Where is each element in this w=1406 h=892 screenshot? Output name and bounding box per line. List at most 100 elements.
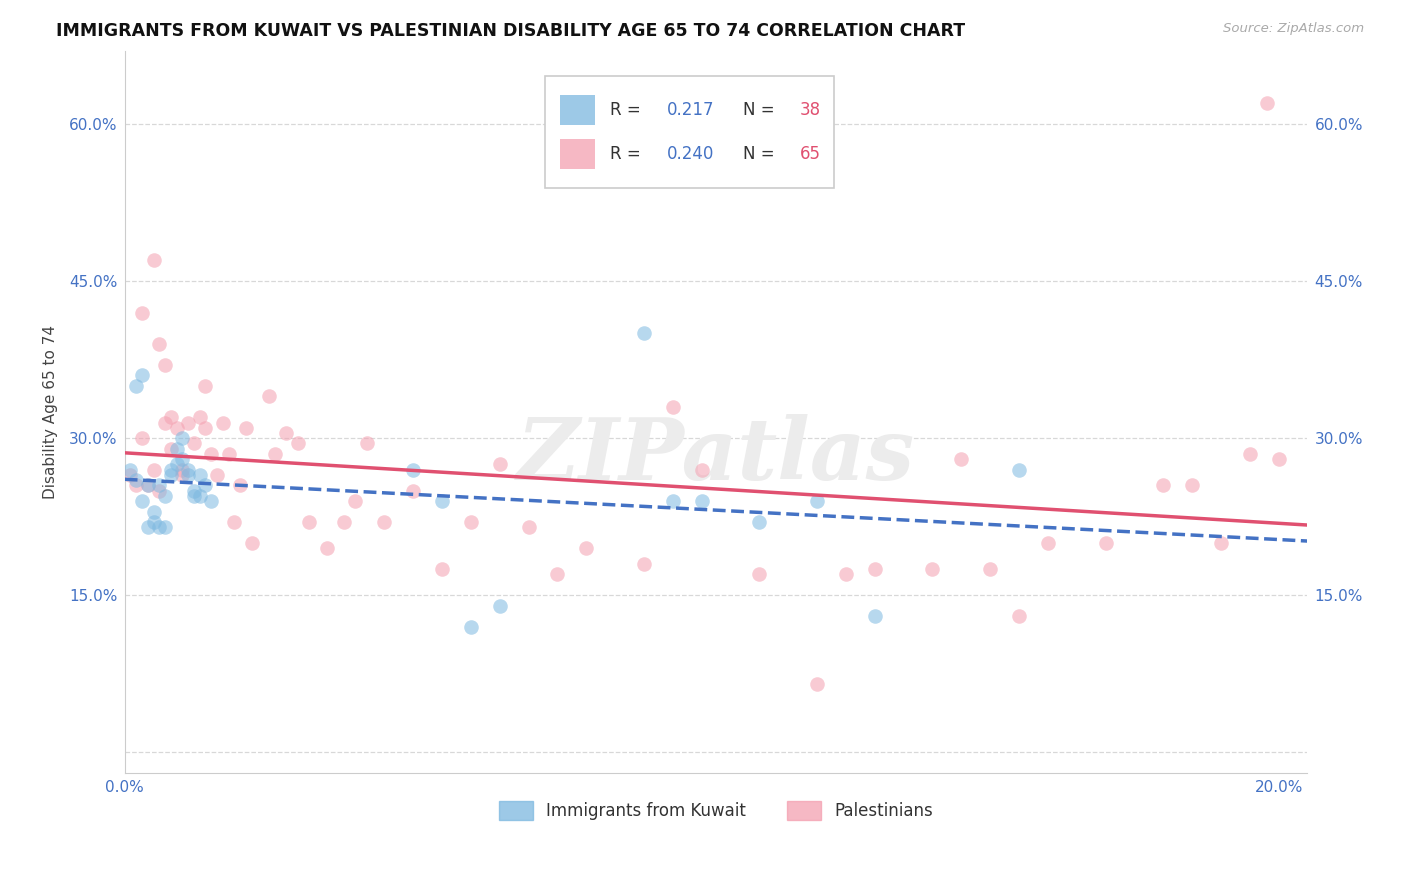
Point — [148, 520, 170, 534]
Text: 65: 65 — [800, 145, 821, 163]
Point — [160, 410, 183, 425]
Point — [662, 400, 685, 414]
Text: R =: R = — [610, 101, 645, 119]
Point — [1008, 463, 1031, 477]
Point — [205, 467, 228, 482]
Point — [224, 515, 246, 529]
Point — [460, 620, 482, 634]
Point — [690, 494, 713, 508]
Point — [131, 368, 153, 383]
Point — [211, 416, 233, 430]
Point — [218, 447, 240, 461]
Point — [131, 305, 153, 319]
Point — [153, 358, 176, 372]
Point — [1008, 609, 1031, 624]
Point — [662, 494, 685, 508]
Point — [194, 421, 217, 435]
Point — [136, 478, 159, 492]
Text: IMMIGRANTS FROM KUWAIT VS PALESTINIAN DISABILITY AGE 65 TO 74 CORRELATION CHART: IMMIGRANTS FROM KUWAIT VS PALESTINIAN DI… — [56, 22, 966, 40]
Point — [125, 478, 148, 492]
Point — [120, 467, 142, 482]
Point — [131, 431, 153, 445]
Point — [356, 436, 378, 450]
Point — [142, 463, 165, 477]
Point — [430, 562, 453, 576]
Point — [921, 562, 943, 576]
Point — [188, 410, 211, 425]
Point — [806, 494, 828, 508]
Point — [460, 515, 482, 529]
Point — [1239, 447, 1261, 461]
Text: 0.240: 0.240 — [666, 145, 714, 163]
Point — [263, 447, 285, 461]
Point — [235, 421, 257, 435]
Point — [315, 541, 337, 556]
Point — [517, 520, 540, 534]
Point — [344, 494, 367, 508]
Legend: Immigrants from Kuwait, Palestinians: Immigrants from Kuwait, Palestinians — [492, 794, 939, 827]
Point — [166, 442, 188, 456]
Point — [748, 515, 770, 529]
Point — [183, 489, 205, 503]
Point — [488, 458, 510, 472]
Point — [1209, 536, 1232, 550]
Point — [229, 478, 252, 492]
Point — [177, 416, 200, 430]
Point — [488, 599, 510, 613]
Point — [402, 463, 425, 477]
Point — [120, 463, 142, 477]
Point — [835, 567, 858, 582]
Point — [172, 431, 194, 445]
Point — [183, 483, 205, 498]
Text: R =: R = — [610, 145, 645, 163]
Point — [153, 416, 176, 430]
Point — [148, 337, 170, 351]
FancyBboxPatch shape — [544, 76, 834, 188]
Text: 38: 38 — [800, 101, 821, 119]
Point — [142, 515, 165, 529]
Point — [172, 463, 194, 477]
Point — [166, 421, 188, 435]
Point — [979, 562, 1001, 576]
Point — [160, 442, 183, 456]
Point — [575, 541, 598, 556]
Point — [1094, 536, 1116, 550]
Point — [748, 567, 770, 582]
Point — [153, 489, 176, 503]
Point — [148, 483, 170, 498]
Point — [160, 463, 183, 477]
Point — [633, 326, 655, 341]
Point — [188, 467, 211, 482]
Point — [690, 463, 713, 477]
Text: ZIPatlas: ZIPatlas — [517, 414, 915, 497]
Point — [136, 478, 159, 492]
Point — [142, 253, 165, 268]
Point — [183, 436, 205, 450]
Point — [950, 452, 973, 467]
Point — [166, 458, 188, 472]
Text: 0.217: 0.217 — [666, 101, 714, 119]
Point — [430, 494, 453, 508]
Point — [125, 379, 148, 393]
Point — [160, 467, 183, 482]
Point — [633, 557, 655, 571]
Point — [298, 515, 321, 529]
Point — [136, 520, 159, 534]
Point — [1152, 478, 1174, 492]
Text: N =: N = — [744, 101, 780, 119]
Point — [188, 489, 211, 503]
Bar — [560, 139, 595, 169]
Point — [863, 562, 886, 576]
Point — [257, 389, 280, 403]
Point — [148, 478, 170, 492]
Point — [806, 677, 828, 691]
Point — [1036, 536, 1059, 550]
Point — [200, 447, 222, 461]
Point — [194, 478, 217, 492]
Point — [1181, 478, 1204, 492]
Text: N =: N = — [744, 145, 780, 163]
Point — [125, 473, 148, 487]
Point — [1267, 452, 1289, 467]
Point — [240, 536, 263, 550]
Y-axis label: Disability Age 65 to 74: Disability Age 65 to 74 — [44, 325, 58, 499]
